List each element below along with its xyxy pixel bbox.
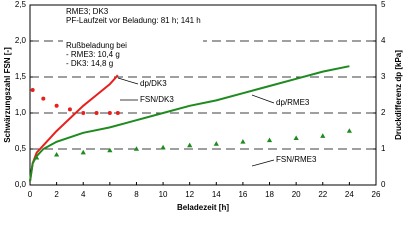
- marker: [54, 103, 59, 108]
- marker: [34, 154, 40, 160]
- annotation: FSN/DK3: [140, 95, 174, 104]
- x-tick-label: 22: [318, 190, 327, 199]
- y2-axis-title: Druckdifferenz dp [kPa]: [394, 50, 403, 140]
- leader-line: [251, 159, 275, 167]
- note: - RME3: 10,4 g: [66, 50, 120, 59]
- y2-tick-label: 3: [381, 72, 386, 81]
- leader-line: [251, 94, 275, 104]
- y-axis-title: Schwärzungszahl FSN [-]: [3, 47, 12, 143]
- x-axis-title: Beladezeit [h]: [177, 203, 229, 212]
- marker: [320, 133, 326, 138]
- y2-tick-label: 5: [381, 0, 386, 9]
- annotation: FSN/RME3: [276, 155, 317, 164]
- series-line: [29, 65, 350, 182]
- y2-tick-label: 4: [381, 36, 386, 45]
- note: - DK3: 14,8 g: [66, 59, 113, 68]
- y-tick-label: 2,5: [15, 0, 27, 9]
- x-tick-label: 26: [372, 190, 381, 199]
- marker: [187, 142, 193, 148]
- marker: [133, 146, 140, 151]
- y2-tick-label: 0: [381, 180, 386, 189]
- x-tick-label: 16: [238, 190, 247, 199]
- plot-frame: [29, 4, 377, 186]
- x-tick-label: 10: [159, 190, 168, 199]
- x-tick-label: 6: [108, 190, 113, 199]
- annotation: dp/RME3: [276, 98, 310, 107]
- marker: [115, 111, 120, 115]
- note: Rußbeladung bei: [66, 41, 127, 50]
- marker: [107, 147, 113, 153]
- marker: [81, 111, 86, 115]
- y-tick-label: 0,5: [15, 144, 27, 153]
- y2-tick-label: 1: [381, 144, 386, 153]
- marker: [30, 87, 35, 92]
- marker: [67, 107, 72, 112]
- marker: [107, 111, 112, 115]
- y-tick-label: 0,0: [15, 180, 27, 189]
- x-tick-label: 14: [212, 190, 221, 199]
- x-tick-label: 2: [54, 190, 59, 199]
- marker: [293, 135, 299, 140]
- note: RME3; DK3: [66, 7, 109, 16]
- x-tick-label: 24: [345, 190, 354, 199]
- marker: [240, 139, 246, 144]
- note: PF-Laufzeit vor Beladung: 81 h; 141 h: [66, 16, 201, 25]
- marker: [346, 128, 352, 133]
- y-tick-label: 1,5: [15, 72, 27, 81]
- chart: Beladezeit [h] Schwärzungszahl FSN [-] D…: [3, 0, 403, 212]
- leader-line: [117, 77, 139, 85]
- marker: [54, 151, 60, 157]
- x-tick-label: 0: [28, 190, 33, 199]
- x-tick-label: 18: [265, 190, 274, 199]
- y-tick-label: 2,0: [15, 36, 27, 45]
- marker: [266, 137, 273, 143]
- marker: [80, 149, 86, 155]
- x-tick-label: 4: [81, 190, 86, 199]
- notes-box: [63, 7, 203, 73]
- marker: [94, 111, 99, 115]
- marker: [41, 96, 46, 101]
- y2-tick-label: 2: [381, 108, 386, 117]
- x-tick-label: 20: [292, 190, 301, 199]
- x-tick-label: 12: [185, 190, 194, 199]
- annotation: dp/DK3: [140, 79, 167, 88]
- y-tick-label: 1,0: [15, 108, 27, 117]
- marker: [213, 141, 219, 146]
- marker: [160, 144, 166, 150]
- x-tick-label: 8: [134, 190, 139, 199]
